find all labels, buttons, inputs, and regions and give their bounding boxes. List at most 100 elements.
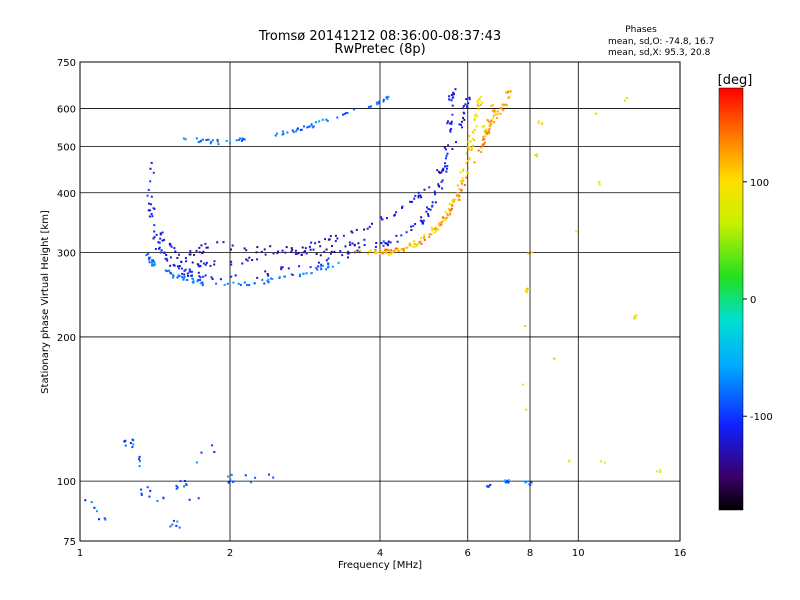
data-point [448, 98, 451, 101]
data-point [373, 251, 376, 254]
data-point [198, 251, 201, 254]
data-point [400, 248, 403, 251]
data-point [318, 120, 321, 123]
data-point [466, 105, 468, 108]
data-point [451, 113, 454, 116]
data-point [341, 254, 344, 257]
data-point [486, 119, 489, 122]
data-point [175, 487, 178, 490]
y-tick-label: 400 [57, 189, 76, 200]
data-point [427, 208, 430, 210]
data-point [537, 122, 540, 125]
data-point [337, 261, 340, 264]
data-point [185, 483, 187, 485]
data-point [381, 252, 384, 255]
data-point [188, 270, 191, 273]
data-point [453, 200, 456, 203]
data-point [201, 281, 204, 284]
data-point [140, 488, 143, 491]
data-point [462, 116, 465, 119]
data-point [453, 198, 456, 201]
data-point [216, 140, 219, 143]
data-point [632, 317, 635, 320]
data-point [386, 248, 388, 251]
data-point [232, 281, 235, 284]
data-point [251, 259, 254, 261]
data-point [290, 250, 293, 253]
data-point [302, 251, 305, 254]
data-point [488, 128, 491, 130]
data-point [325, 118, 328, 121]
data-point [508, 96, 511, 99]
data-point [434, 193, 437, 196]
data-point [423, 238, 426, 241]
data-point [468, 98, 471, 101]
data-point [150, 260, 153, 263]
data-point [575, 230, 578, 233]
data-point [445, 216, 448, 219]
data-point [378, 102, 381, 105]
data-point [483, 125, 486, 127]
data-point [509, 90, 512, 93]
data-point [179, 480, 182, 483]
data-point [267, 278, 270, 281]
data-point [481, 125, 484, 128]
data-point [486, 132, 489, 135]
data-point [410, 225, 413, 228]
data-point [451, 199, 454, 202]
data-point [310, 123, 313, 126]
data-point [256, 258, 259, 261]
data-point [138, 465, 141, 468]
data-point [353, 244, 356, 247]
data-point [482, 143, 485, 146]
data-point [450, 207, 453, 210]
data-point [184, 480, 186, 482]
data-point [181, 276, 184, 279]
data-point [465, 176, 468, 179]
data-point [385, 217, 388, 220]
x-tick-label: 2 [227, 548, 233, 559]
data-point [449, 208, 452, 211]
data-point [153, 207, 156, 210]
data-point [274, 134, 277, 137]
data-point [210, 276, 213, 279]
data-point [440, 181, 443, 183]
data-point [355, 228, 358, 231]
data-point [197, 271, 200, 274]
data-point [90, 501, 93, 504]
data-point [379, 249, 382, 251]
data-point [166, 270, 168, 273]
data-point [536, 155, 539, 158]
data-point [349, 244, 352, 246]
data-point [414, 194, 417, 197]
data-point [395, 211, 398, 214]
data-point [317, 265, 320, 268]
data-point [328, 238, 331, 241]
data-point [239, 283, 242, 286]
data-point [323, 250, 326, 253]
data-point [310, 272, 313, 275]
data-point [467, 140, 470, 143]
y-axis-ticks: 75 100 200 300 400 500 600 750 [57, 58, 76, 548]
data-point [246, 259, 249, 262]
data-point [419, 240, 422, 243]
data-point [385, 242, 388, 245]
data-point [525, 408, 528, 411]
data-point [272, 476, 275, 479]
data-point [504, 479, 507, 482]
data-point [290, 247, 293, 250]
data-point [190, 274, 193, 277]
data-point [488, 124, 491, 127]
data-point [124, 444, 127, 447]
data-point [199, 276, 202, 279]
data-point [285, 246, 288, 249]
data-point [493, 109, 496, 112]
data-point [197, 265, 200, 268]
data-point [386, 242, 389, 245]
data-point [469, 140, 472, 143]
data-point [455, 141, 457, 144]
data-point [195, 249, 198, 252]
data-point [148, 202, 150, 205]
data-point [230, 248, 232, 251]
data-point [311, 126, 314, 129]
